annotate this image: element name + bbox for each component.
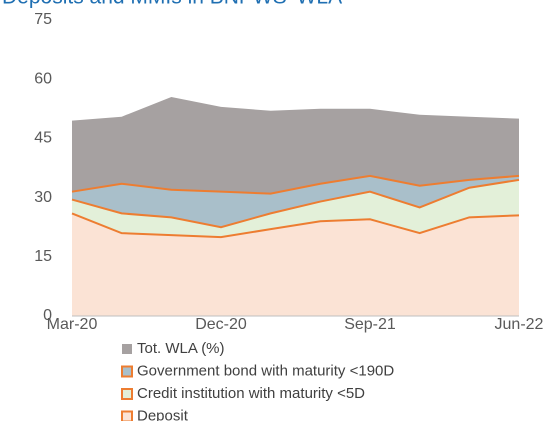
- y-tick-label: 0: [43, 307, 52, 324]
- area-line: [71, 178, 520, 229]
- y-tick-label: 60: [34, 70, 52, 87]
- legend-label: Tot. WLA (%): [137, 340, 225, 357]
- area: [72, 175, 519, 228]
- area-line: [71, 174, 520, 195]
- legend-label: Credit institution with maturity <5D: [137, 385, 365, 402]
- legend: Tot. WLA (%) Government bond with maturit…: [121, 340, 394, 421]
- legend-swatch: [121, 410, 133, 421]
- area: [72, 213, 519, 316]
- y-tick-label: 15: [34, 248, 52, 265]
- x-tick-label: Sep-21: [344, 316, 396, 333]
- legend-swatch: [122, 344, 132, 354]
- legend-swatch: [121, 365, 133, 378]
- y-tick-label: 75: [34, 11, 52, 28]
- x-tick-label: Jun-22: [495, 316, 544, 333]
- x-tick-label: Mar-20: [47, 316, 98, 333]
- legend-label: Deposit: [137, 407, 189, 421]
- chart-title: Deposits and MMIs in BNPWS' WLA: [2, 0, 342, 9]
- legend-swatch: [121, 388, 133, 400]
- x-tick-label: Dec-20: [195, 316, 247, 333]
- legend-label: Government bond with maturity <190D: [137, 362, 394, 379]
- area-line: [71, 212, 520, 239]
- y-tick-label: 30: [34, 189, 52, 206]
- y-tick-label: 45: [34, 130, 52, 147]
